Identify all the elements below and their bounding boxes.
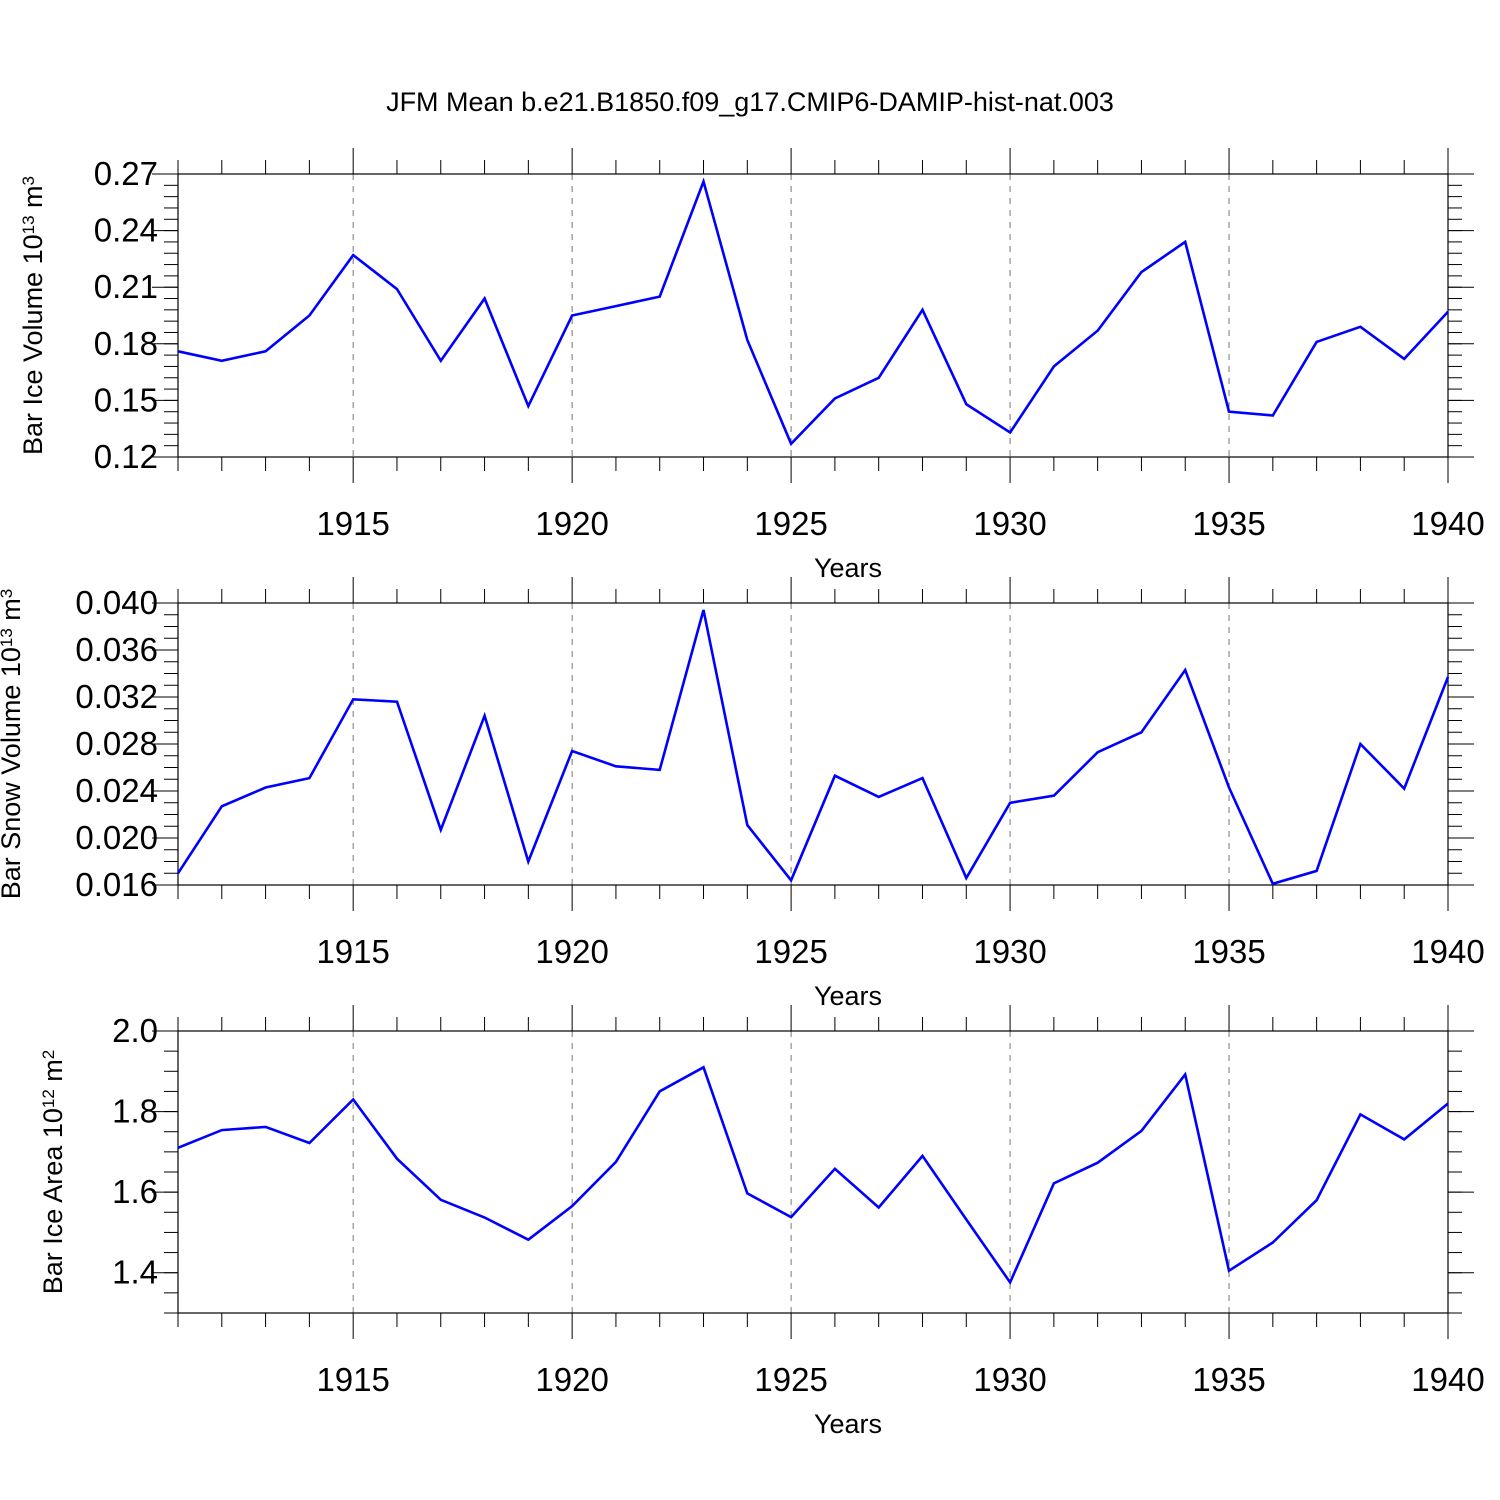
y-axis-label-superscript: 2 <box>39 1050 58 1059</box>
y-axis-label-superscript: 12 <box>39 1089 58 1108</box>
x-axis-label: Years <box>814 981 882 1011</box>
figure-title: JFM Mean b.e21.B1850.f09_g17.CMIP6-DAMIP… <box>386 87 1114 117</box>
x-tick-label: 1930 <box>973 505 1046 542</box>
y-tick-label: 1.8 <box>112 1093 158 1130</box>
y-tick-label: 0.15 <box>94 381 158 418</box>
y-axis-label-superscript: 3 <box>19 176 38 185</box>
panel-snow-volume: 0.016 0.020 0.024 0.028 0.032 0.036 0.040 1915 1… <box>0 577 1485 1011</box>
x-tick-label: 1935 <box>1192 1361 1265 1398</box>
y-axis-label: Bar Ice Volume 1013 m3 <box>18 176 48 455</box>
y-tick-label: 2.0 <box>112 1012 158 1049</box>
y-tick-label: 0.040 <box>75 584 158 621</box>
y-tick-label: 1.4 <box>112 1254 158 1291</box>
y-axis-label-part: Bar Snow Volume 10 <box>0 647 26 899</box>
y-tick-label: 0.24 <box>94 212 158 249</box>
y-tick-label: 0.036 <box>75 631 158 668</box>
y-tick-label: 0.020 <box>75 819 158 856</box>
x-tick-label: 1915 <box>316 933 389 970</box>
x-tick-label: 1925 <box>754 505 827 542</box>
x-tick-label: 1930 <box>973 933 1046 970</box>
x-tick-label: 1925 <box>754 933 827 970</box>
y-tick-label: 0.032 <box>75 678 158 715</box>
y-axis-label: Bar Snow Volume 1013 m3 <box>0 589 26 900</box>
plot-frame <box>177 173 1449 458</box>
y-axis-label-superscript: 13 <box>19 215 38 234</box>
plot-frame <box>177 602 1449 886</box>
y-tick-label: 1.6 <box>112 1173 158 1210</box>
y-axis-label-part: m <box>0 598 26 628</box>
panel-ice-area: 1.4 1.6 1.8 2.0 1915 1920 1925 1930 1935 1940 Year… <box>38 1005 1485 1439</box>
data-series-line <box>177 177 1449 447</box>
y-axis-label-superscript: 13 <box>0 628 16 647</box>
data-series-line <box>176 609 1450 886</box>
x-axis-label: Years <box>814 553 882 583</box>
x-tick-label: 1920 <box>535 933 608 970</box>
x-tick-label: 1920 <box>535 505 608 542</box>
x-tick-label: 1930 <box>973 1361 1046 1398</box>
data-series-line <box>177 1065 1449 1286</box>
x-tick-label: 1925 <box>754 1361 827 1398</box>
y-tick-label: 0.21 <box>94 268 158 305</box>
x-tick-label: 1940 <box>1411 505 1484 542</box>
x-tick-label: 1920 <box>535 1361 608 1398</box>
x-tick-label: 1940 <box>1411 1361 1484 1398</box>
panel-ice-volume: 0.12 0.15 0.18 0.21 0.24 0.27 1915 1920 1925 1930… <box>18 148 1485 583</box>
x-tick-label: 1915 <box>316 505 389 542</box>
x-tick-label: 1935 <box>1192 933 1265 970</box>
plot-frame <box>177 1030 1449 1314</box>
y-axis-label-part: m <box>18 185 48 215</box>
y-tick-label: 0.18 <box>94 325 158 362</box>
y-axis-label-part: Bar Ice Area 10 <box>38 1108 68 1294</box>
y-axis-label: Bar Ice Area 1012 m2 <box>38 1050 68 1295</box>
x-tick-label: 1935 <box>1192 505 1265 542</box>
y-axis-label-superscript: 3 <box>0 589 16 598</box>
y-tick-label: 0.12 <box>94 438 158 475</box>
x-tick-label: 1940 <box>1411 933 1484 970</box>
y-tick-label: 0.27 <box>94 155 158 192</box>
x-tick-label: 1915 <box>316 1361 389 1398</box>
x-axis-label: Years <box>814 1409 882 1439</box>
y-axis-label-part: m <box>38 1059 68 1089</box>
y-tick-label: 0.024 <box>75 772 158 809</box>
y-axis-label-part: Bar Ice Volume 10 <box>18 234 48 455</box>
y-tick-label: 0.016 <box>75 866 158 903</box>
y-tick-label: 0.028 <box>75 725 158 762</box>
